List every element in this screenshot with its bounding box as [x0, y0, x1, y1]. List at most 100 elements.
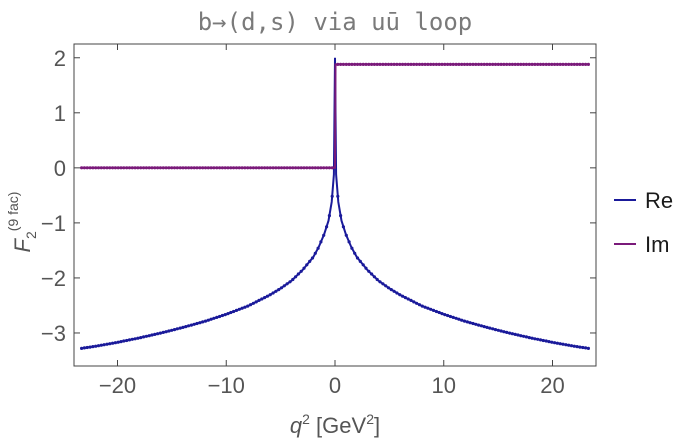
series-point-re: [209, 317, 213, 321]
series-point-re: [406, 297, 410, 301]
series-point-im: [384, 62, 388, 66]
series-point-im: [80, 166, 84, 170]
series-point-re: [122, 339, 126, 343]
series-point-im: [271, 166, 275, 170]
series-point-im: [364, 62, 368, 66]
series-point-re: [111, 341, 115, 345]
series-point-re: [313, 251, 317, 255]
series-point-im: [142, 166, 146, 170]
series-point-re: [158, 331, 162, 335]
series-point-im: [578, 62, 582, 66]
series-point-re: [184, 325, 188, 329]
series-point-re: [505, 330, 509, 334]
series-point-re: [415, 301, 419, 305]
series-point-re: [555, 341, 560, 345]
series-point-re: [153, 332, 157, 336]
series-point-im: [187, 166, 191, 170]
series-point-im: [350, 62, 354, 66]
x-tick-label: −10: [208, 373, 245, 398]
series-point-im: [229, 166, 233, 170]
series-point-im: [471, 62, 475, 66]
series-point-re: [325, 225, 329, 229]
series-point-im: [257, 166, 261, 170]
series-point-im: [170, 166, 174, 170]
series-point-re: [386, 286, 391, 290]
series-point-re: [454, 316, 458, 320]
series-point-re: [403, 296, 407, 300]
series-line-im: [81, 63, 589, 169]
series-point-re: [288, 280, 292, 284]
y-tick-label: −3: [41, 321, 66, 346]
series-point-re: [567, 343, 571, 347]
series-point-im: [195, 166, 199, 170]
series-point-im: [218, 166, 222, 170]
series-point-re: [429, 307, 433, 311]
series-point-re: [477, 323, 481, 327]
series-point-im: [246, 166, 250, 170]
series-point-im: [254, 166, 258, 170]
series-point-im: [116, 166, 120, 170]
series-point-im: [412, 62, 416, 66]
series-point-im: [575, 62, 579, 66]
series-point-re: [127, 338, 132, 342]
series-point-im: [426, 62, 430, 66]
series-point-re: [482, 325, 486, 329]
series-point-re: [195, 321, 199, 326]
x-axis-label-unit-close: ]: [374, 413, 380, 438]
series-point-re: [516, 333, 520, 337]
series-point-re: [105, 342, 109, 346]
series-point-re: [302, 266, 306, 270]
series-point-im: [499, 62, 503, 66]
series-point-re: [220, 313, 224, 318]
series-point-re: [198, 321, 202, 325]
x-axis-label: q2 [GeV2]: [290, 411, 380, 438]
series-point-im: [161, 166, 165, 170]
series-point-im: [541, 62, 545, 66]
series-point-re: [426, 306, 430, 310]
series-point-im: [544, 62, 548, 66]
y-tick-label: 2: [54, 46, 66, 71]
series-point-re: [547, 340, 551, 344]
series-point-im: [325, 166, 329, 170]
series-point-re: [462, 319, 467, 323]
series-point-im: [299, 166, 303, 170]
series-point-im: [102, 166, 106, 170]
series-point-re: [395, 291, 399, 295]
series-point-re: [192, 322, 196, 326]
series-point-re: [437, 310, 441, 315]
x-tick-label: −20: [99, 373, 136, 398]
series-point-re: [218, 314, 222, 319]
series-point-re: [164, 330, 168, 334]
series-point-re: [584, 346, 588, 350]
series-point-im: [429, 62, 433, 66]
series-point-im: [527, 62, 531, 66]
series-point-im: [167, 166, 171, 170]
series-point-im: [316, 166, 320, 170]
series-point-re: [279, 286, 284, 290]
series-point-re: [460, 318, 464, 322]
y-axis-ticks: 2 1 0 −1 −2 −3: [41, 46, 596, 346]
series-point-im: [181, 166, 185, 170]
series-point-im: [555, 62, 560, 66]
series-point-im: [530, 62, 534, 66]
series-point-im: [493, 62, 498, 66]
series-point-im: [105, 166, 109, 170]
series-point-re: [203, 319, 208, 323]
series-point-re: [201, 320, 205, 324]
series-point-im: [119, 166, 123, 170]
series-point-re: [125, 338, 129, 343]
series-point-im: [558, 62, 562, 66]
series-point-im: [496, 62, 500, 66]
series-point-re: [443, 313, 447, 317]
series-point-im: [569, 62, 574, 66]
series-point-re: [513, 332, 517, 336]
series-point-im: [223, 166, 227, 170]
series-point-im: [125, 166, 129, 170]
series-point-im: [274, 166, 278, 170]
y-tick-label: 0: [54, 156, 66, 181]
series-point-im: [547, 62, 551, 66]
series-point-im: [220, 166, 224, 170]
series-point-re: [234, 308, 239, 312]
series-point-im: [485, 62, 489, 66]
